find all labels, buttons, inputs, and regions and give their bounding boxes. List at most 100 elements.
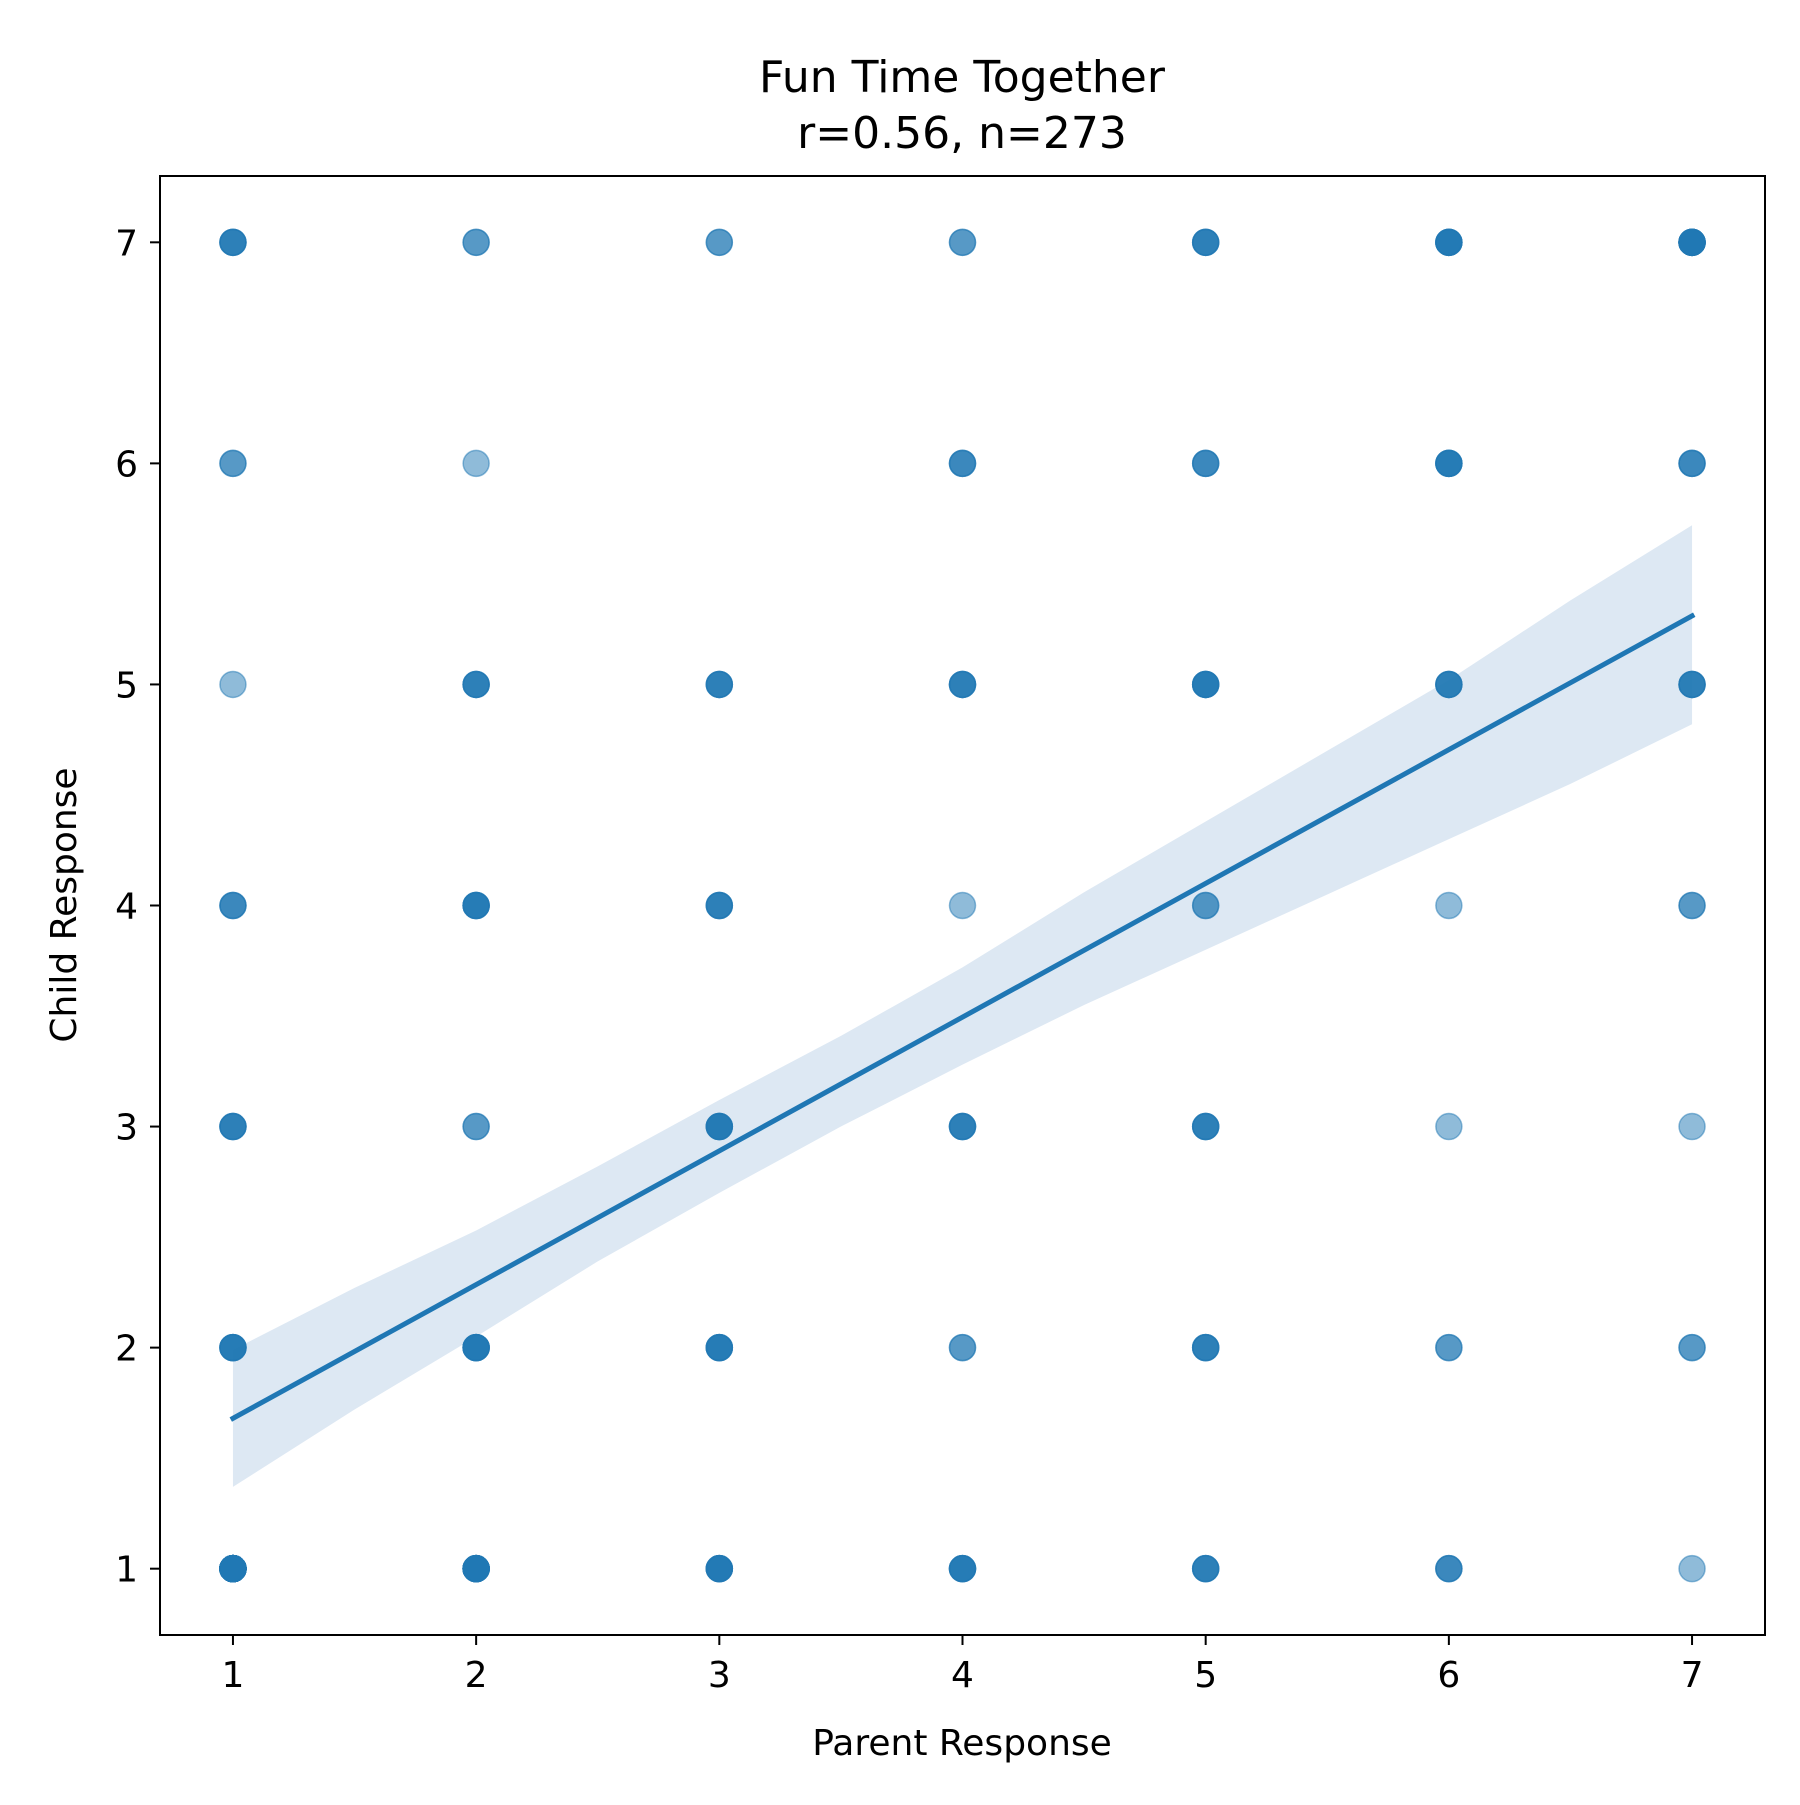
scatter-point-mark [1678,891,1706,920]
scatter-point-mark [705,1333,734,1362]
scatter-point [1191,1554,1220,1583]
scatter-point [1191,1333,1220,1362]
scatter-point [219,1554,247,1583]
scatter-point-mark [219,449,247,478]
scatter-point-mark [462,228,490,257]
x-axis-ticks: 1 2 3 4 5 6 7 [222,1635,1704,1696]
scatter-point-mark [948,670,977,699]
y-axis-ticks: 1 2 3 4 5 6 7 [115,223,160,1591]
scatter-point-mark [219,228,247,257]
x-tick-label: 7 [1681,1655,1704,1696]
y-tick-label: 6 [115,444,138,485]
chart-title: Fun Time Together [759,52,1166,103]
x-tick-label: 2 [465,1655,488,1696]
scatter-point-mark [462,449,490,478]
scatter-point [948,670,977,699]
regression-line [229,612,1696,1422]
scatter-point-mark [1678,449,1706,478]
scatter-point [219,1333,247,1362]
scatter-point-mark [1435,449,1463,478]
scatter-point [1435,670,1463,699]
scatter-point [705,228,734,257]
scatter-point [948,449,977,478]
y-tick-label: 7 [115,223,138,264]
scatter-point-mark [948,1112,977,1141]
y-tick-label: 5 [115,665,138,706]
scatter-point-mark [1191,1554,1220,1583]
x-tick-label: 5 [1194,1655,1217,1696]
scatter-point [1678,449,1706,478]
scatter-point-mark [1678,1333,1706,1362]
scatter-point-mark [705,670,734,699]
scatter-point-mark [948,228,977,257]
scatter-point [1191,1112,1220,1141]
scatter-point [948,1554,977,1583]
scatter-point-mark [1191,670,1220,699]
scatter-point-mark [1191,1333,1220,1362]
scatter-point-mark [1678,1112,1706,1141]
scatter-point [462,449,490,478]
scatter-point-mark [1435,1333,1463,1362]
y-tick-label: 2 [115,1329,138,1370]
scatter-point [705,670,734,699]
scatter-point-mark [219,1333,247,1362]
scatter-point-mark [462,891,490,920]
confidence-band [232,525,1693,1487]
scatter-point [948,1333,977,1362]
scatter-point [462,670,490,699]
scatter-point [462,1333,490,1362]
scatter-point-mark [219,670,247,699]
scatter-point-mark [1678,670,1706,699]
scatter-point-mark [462,1554,490,1583]
scatter-point-mark [219,891,247,920]
scatter-point-mark [1435,891,1463,920]
scatter-point [219,891,247,920]
scatter-point-mark [948,449,977,478]
scatter-point [1191,449,1220,478]
chart-subtitle: r=0.56, n=273 [797,108,1127,159]
scatter-point [1678,1112,1706,1141]
scatter-point [1435,1333,1463,1362]
scatter-point [1435,1112,1463,1141]
scatter-point [1191,670,1220,699]
x-tick-label: 1 [222,1655,245,1696]
x-tick-label: 3 [708,1655,731,1696]
scatter-point [462,228,490,257]
scatter-point [462,1554,490,1583]
scatter-point [948,891,977,920]
scatter-point-mark [1678,228,1706,257]
scatter-point-mark [1435,1112,1463,1141]
scatter-point [1678,670,1706,699]
scatter-point-mark [1435,228,1463,257]
scatter-point-mark [462,1112,490,1141]
y-tick-label: 3 [115,1108,138,1149]
scatter-point-mark [948,891,977,920]
scatter-point [948,228,977,257]
scatter-point-mark [948,1333,977,1362]
scatter-point-mark [705,228,734,257]
scatter-point [219,228,247,257]
scatter-point [705,891,734,920]
scatter-point [705,1333,734,1362]
regression-line-layer [229,612,1696,1422]
confidence-band-layer [232,525,1693,1487]
scatter-point [1678,891,1706,920]
scatter-point [462,1112,490,1141]
scatter-point [462,891,490,920]
scatter-point-mark [462,670,490,699]
x-tick-label: 6 [1437,1655,1460,1696]
scatter-point [1435,228,1463,257]
scatter-point [1435,1554,1463,1583]
scatter-point [1678,228,1706,257]
scatter-point-mark [219,1112,247,1141]
scatter-point-mark [1435,1554,1463,1583]
y-axis-label: Child Response [44,767,85,1042]
scatter-point [948,1112,977,1141]
y-tick-label: 4 [115,887,138,928]
scatter-point-mark [1191,891,1220,920]
scatter-point [1191,228,1220,257]
scatter-point-mark [219,1554,247,1583]
scatter-point-mark [1678,1554,1706,1583]
